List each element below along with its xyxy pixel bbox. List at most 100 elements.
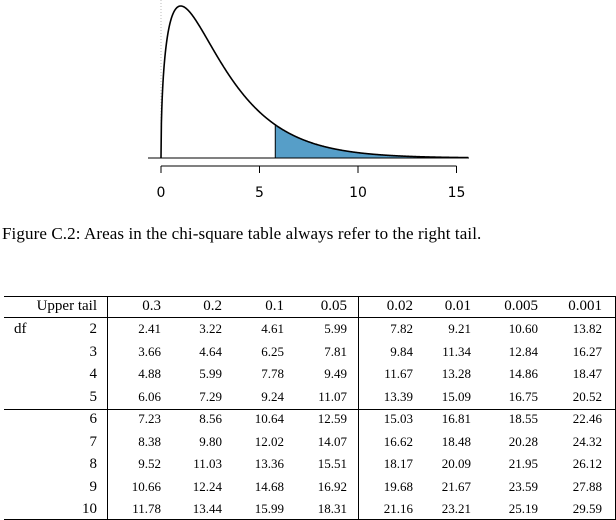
- table-cell: 27.88: [572, 478, 602, 494]
- table-cell: 9.49: [324, 366, 347, 381]
- tail-header-0.01: 0.01: [444, 298, 471, 314]
- table-cell: 8.56: [199, 411, 222, 426]
- table-cell: 13.82: [572, 321, 602, 336]
- table-cell: 13.28: [441, 366, 471, 381]
- table-cell: 9.21: [448, 321, 471, 336]
- table-cell: 20.28: [508, 433, 538, 449]
- table-cell: 18.31: [317, 501, 347, 516]
- table-cell: 18.17: [383, 456, 413, 471]
- table-cell: 7.82: [390, 321, 413, 336]
- table-cell: 21.16: [383, 501, 413, 516]
- table-cell: 7.29: [199, 388, 222, 404]
- table-cell: 14.68: [254, 478, 284, 494]
- tail-header-0.005: 0.005: [504, 298, 538, 314]
- table-cell: 9.52: [138, 456, 161, 471]
- table-cell: 10.60: [508, 321, 538, 336]
- corner-label: Upper tail: [36, 298, 97, 314]
- table-cell: 16.92: [317, 478, 347, 494]
- table-cell: 12.02: [254, 433, 284, 449]
- df-value-6: 6: [89, 411, 98, 427]
- table-cell: 12.24: [192, 478, 222, 494]
- df-value-5: 5: [89, 388, 98, 405]
- tail-header-0.3: 0.3: [142, 298, 161, 314]
- table-cell: 4.88: [138, 366, 161, 381]
- table-cell: 9.84: [390, 343, 413, 359]
- table-cell: 5.99: [199, 366, 222, 381]
- table-cell: 23.21: [441, 501, 471, 516]
- table-cell: 14.86: [508, 366, 538, 381]
- table-df-column-rule: [107, 296, 108, 520]
- table-cell: 20.09: [441, 456, 471, 471]
- df-value-2: 2: [89, 321, 98, 337]
- table-cell: 26.12: [572, 456, 602, 471]
- df-value-9: 9: [89, 478, 98, 495]
- table-cell: 13.44: [192, 501, 222, 516]
- table-cell: 16.75: [508, 388, 538, 404]
- tail-header-0.2: 0.2: [203, 298, 222, 314]
- table-cell: 22.46: [572, 411, 602, 426]
- chi-square-tail-figure: 0 5 10 15: [148, 0, 469, 201]
- figure-caption: Figure C.2: Areas in the chi-square tabl…: [2, 224, 482, 243]
- table-middle-column-rule: [358, 296, 359, 520]
- table-cell: 23.59: [508, 478, 538, 494]
- table-cell: 3.22: [199, 321, 222, 336]
- table-cell: 18.55: [508, 411, 538, 426]
- table-cell: 15.99: [254, 501, 284, 516]
- table-cell: 29.59: [572, 501, 602, 516]
- shaded-tail-area: [275, 124, 469, 158]
- table-cell: 7.81: [324, 343, 347, 359]
- table-cell: 11.34: [442, 343, 471, 359]
- table-cell: 10.66: [131, 478, 161, 494]
- table-top-rule: [4, 296, 616, 297]
- tail-header-0.02: 0.02: [386, 298, 413, 314]
- table-cell: 20.52: [572, 388, 602, 404]
- chi-square-table: Upper tail 0.3 0.2 0.1 0.05 0.02 0.01 0.005 0.00…: [4, 296, 616, 520]
- table-cell: 11.78: [132, 501, 161, 516]
- table-cell: 21.95: [508, 456, 538, 471]
- table-cell: 11.03: [193, 456, 222, 471]
- table-cell: 2.41: [138, 321, 161, 336]
- table-cell: 3.66: [138, 343, 161, 359]
- df-value-3: 3: [89, 343, 98, 360]
- table-cell: 13.39: [383, 388, 413, 404]
- table-cell: 6.06: [138, 388, 161, 404]
- table-cell: 24.32: [572, 433, 602, 449]
- table-cell: 16.81: [441, 411, 471, 426]
- table-cell: 25.19: [508, 501, 538, 516]
- table-cell: 15.03: [383, 411, 413, 426]
- df-value-4: 4: [89, 366, 98, 382]
- df-value-10: 10: [82, 501, 97, 517]
- table-cell: 19.68: [383, 478, 413, 494]
- table-cell: 7.78: [261, 366, 284, 381]
- x-tick-label-15: 15: [448, 185, 466, 201]
- x-tick-label-5: 5: [255, 185, 264, 201]
- table-cell: 16.62: [383, 433, 413, 449]
- df-label: df: [14, 321, 27, 337]
- table-cell: 11.07: [318, 388, 347, 404]
- table-cell: 4.64: [199, 343, 222, 359]
- df-value-8: 8: [89, 456, 98, 472]
- table-cell: 13.36: [254, 456, 284, 471]
- table-cell: 5.99: [324, 321, 347, 336]
- table-cell: 7.23: [138, 411, 161, 426]
- table-header-rule: [4, 317, 616, 318]
- df-value-7: 7: [89, 433, 98, 450]
- table-cell: 10.64: [254, 411, 284, 426]
- table-cell: 4.61: [261, 321, 284, 336]
- tail-header-0.05: 0.05: [320, 298, 347, 314]
- table-cell: 11.67: [384, 366, 413, 381]
- tail-header-0.001: 0.001: [568, 298, 602, 314]
- table-group-rule: [4, 409, 616, 410]
- x-tick-label-10: 10: [349, 185, 367, 201]
- table-cell: 9.24: [261, 388, 284, 404]
- table-cell: 15.51: [317, 456, 347, 471]
- table-cell: 9.80: [199, 433, 222, 449]
- table-cell: 12.59: [317, 411, 347, 426]
- density-curve: [160, 5, 469, 159]
- table-cell: 12.84: [508, 343, 538, 359]
- table-cell: 6.25: [261, 343, 284, 359]
- tail-header-0.1: 0.1: [265, 298, 284, 314]
- table-cell: 18.47: [572, 366, 602, 381]
- table-cell: 21.67: [441, 478, 471, 494]
- x-tick-label-0: 0: [157, 185, 166, 201]
